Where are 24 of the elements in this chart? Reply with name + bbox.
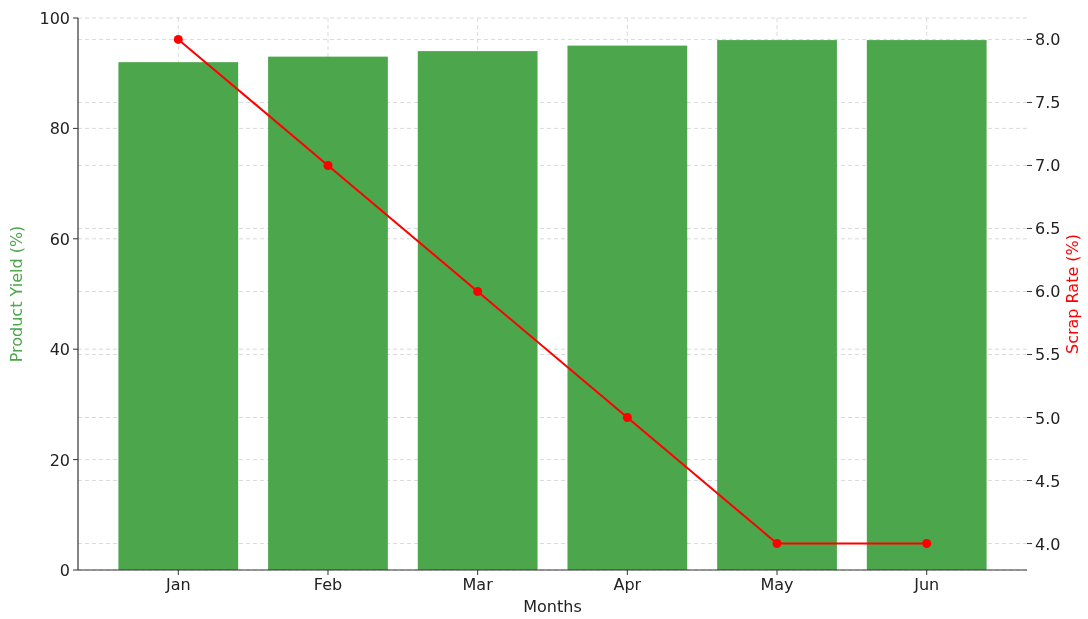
x-tick-label: Feb — [313, 575, 343, 594]
y-tick-label: 40 — [49, 340, 70, 360]
x-tick-label: May — [760, 575, 794, 594]
x-tick-label: Apr — [613, 575, 642, 594]
y2-tick-label: 8.0 — [1035, 30, 1061, 50]
y-tick-label: 80 — [49, 119, 70, 139]
y-tick-label: 0 — [59, 561, 70, 580]
y2-axis-title: Scrap Rate (%) — [1063, 233, 1082, 355]
y2-tick-label: 4.0 — [1035, 534, 1061, 554]
x-axis-title: Months — [523, 597, 582, 616]
y2-tick-label: 4.5 — [1035, 471, 1061, 491]
y-axis-title: Product Yield (%) — [7, 225, 26, 363]
x-tick-label: Jan — [164, 575, 191, 594]
y2-tick-label: 6.0 — [1035, 282, 1061, 302]
y-tick-label: 100 — [39, 9, 70, 28]
x-tick-label: Jun — [913, 575, 940, 594]
y-tick-label: 60 — [49, 229, 70, 249]
x-tick-label: Mar — [462, 575, 494, 594]
y-tick-label: 20 — [49, 450, 70, 470]
y2-tick-label: 5.5 — [1035, 345, 1061, 365]
y2-tick-label: 7.5 — [1035, 93, 1061, 113]
y2-tick-label: 5.0 — [1035, 408, 1061, 428]
y2-tick-label: 7.0 — [1035, 156, 1061, 176]
y2-tick-label: 6.5 — [1035, 219, 1061, 239]
